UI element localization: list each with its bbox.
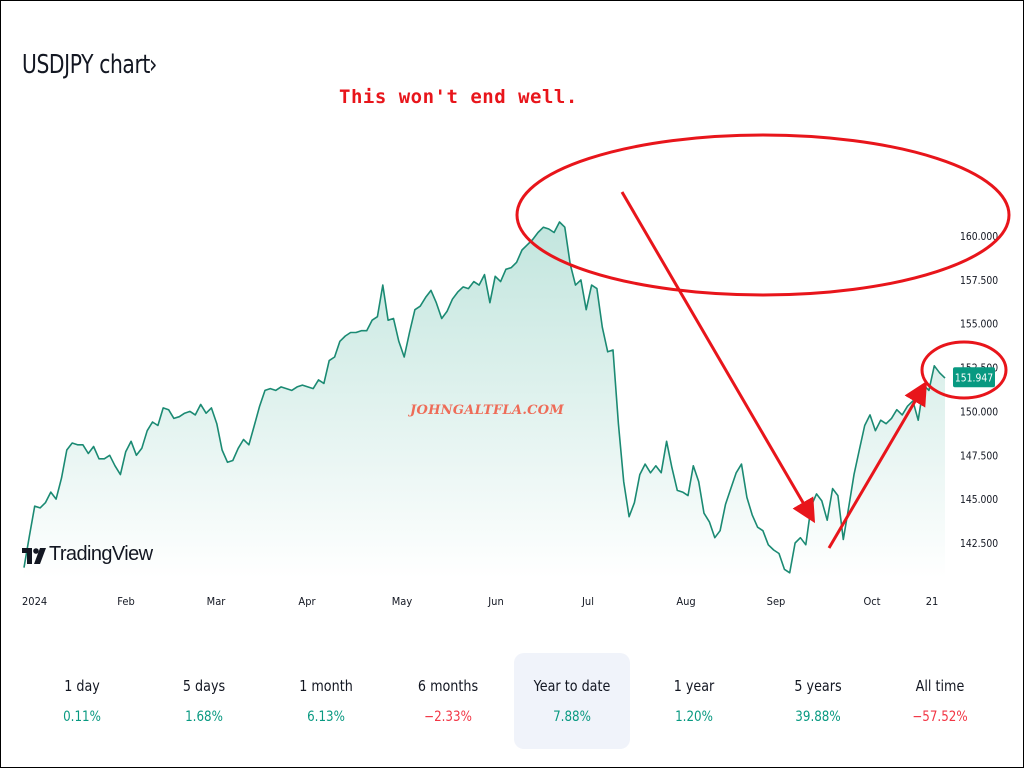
chart-title: USDJPY chart [22, 50, 150, 80]
period-change-value: 39.88% [795, 709, 841, 725]
period-change-value: 1.68% [185, 709, 223, 725]
annotation-arrow-down [620, 191, 816, 524]
period-label: 5 days [182, 677, 226, 695]
x-tick-label: Feb [117, 596, 135, 609]
period-tab[interactable]: All time −57.52% [882, 653, 998, 749]
x-tick-label: 2024 [22, 596, 47, 609]
period-tab[interactable]: 1 year 1.20% [636, 653, 752, 749]
watermark-text: JOHNGALTFLA.COM [410, 403, 565, 418]
chevron-right-icon: › [149, 50, 158, 80]
period-label: 1 year [673, 677, 715, 695]
x-tick-label: Oct [863, 596, 880, 609]
period-tab[interactable]: 5 years 39.88% [760, 653, 876, 749]
y-tick-label: 145.000 [960, 495, 998, 507]
period-label: Year to date [533, 677, 611, 695]
period-label: All time [915, 677, 965, 695]
period-change-value: 6.13% [307, 709, 345, 725]
x-tick-label: Apr [298, 596, 316, 609]
last-price-label: 151.947 [955, 373, 993, 385]
period-tab[interactable]: 6 months −2.33% [390, 653, 506, 749]
period-selector: 1 day 0.11% 5 days 1.68% 1 month 6.13% 6 month… [22, 653, 1002, 749]
x-tick-label: 21 [926, 596, 939, 609]
y-tick-label: 160.000 [960, 232, 998, 244]
y-tick-label: 147.500 [960, 451, 998, 463]
period-label: 5 years [794, 677, 842, 695]
x-tick-label: Aug [676, 596, 695, 609]
annotation-arrow-up [827, 380, 928, 549]
y-tick-label: 142.500 [960, 539, 998, 551]
period-change-value: 7.88% [553, 709, 591, 725]
period-change-value: 1.20% [675, 709, 713, 725]
price-line [23, 221, 946, 574]
price-chart[interactable]: 2024 Feb Mar Apr May Jun Jul Aug Sep Oct 21 142.50… [0, 0, 1024, 640]
period-tab[interactable]: 5 days 1.68% [146, 653, 262, 749]
chart-title-link[interactable]: USDJPY chart › [22, 50, 158, 80]
period-label: 6 months [417, 677, 479, 695]
x-tick-label: Mar [207, 596, 226, 609]
period-tab[interactable]: 1 month 6.13% [268, 653, 384, 749]
period-label: 1 month [299, 677, 353, 695]
tradingview-logo-icon [22, 547, 46, 564]
period-label: 1 day [64, 677, 100, 695]
x-tick-label: Jun [487, 596, 503, 609]
annotation-text: This won't end well. [339, 86, 578, 108]
area-fill [24, 222, 945, 578]
x-tick-label: Jul [581, 596, 594, 609]
period-change-value: 0.11% [63, 709, 101, 725]
period-change-value: −57.52% [912, 709, 968, 725]
annotation-ellipse-price [920, 340, 1008, 400]
x-tick-label: May [392, 596, 412, 609]
period-tab[interactable]: Year to date 7.88% [514, 653, 630, 749]
y-tick-label: 155.000 [960, 319, 998, 331]
period-tab[interactable]: 1 day 0.11% [24, 653, 140, 749]
y-tick-label: 150.000 [960, 407, 998, 419]
annotation-ellipse-top [515, 133, 1011, 297]
last-price-badge [953, 367, 995, 388]
tradingview-logo[interactable]: TradingView [22, 543, 153, 566]
tradingview-logo-text: TradingView [49, 543, 153, 565]
period-change-value: −2.33% [424, 709, 472, 725]
x-tick-label: Sep [767, 596, 786, 609]
y-tick-label: 157.500 [960, 275, 998, 287]
